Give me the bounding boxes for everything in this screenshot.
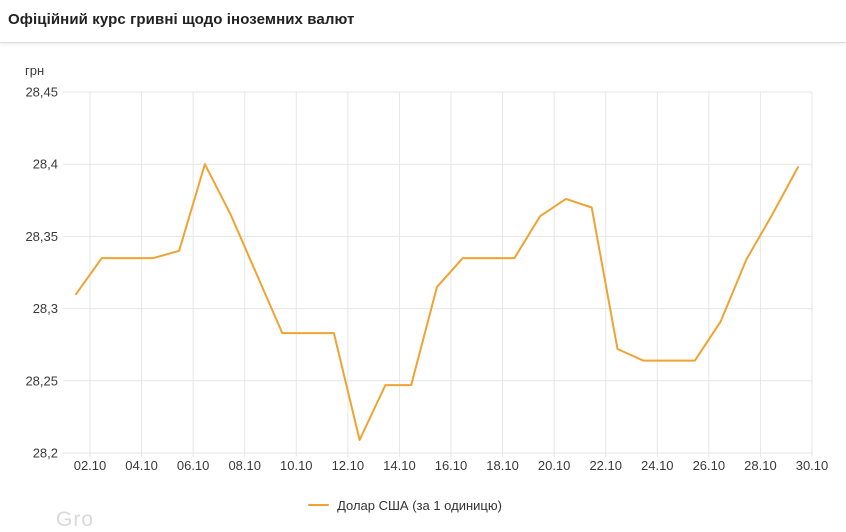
x-tick-label: 18.10 (486, 458, 519, 473)
series-line-usd[interactable] (75, 163, 799, 441)
x-tick-label: 22.10 (589, 458, 622, 473)
x-tick-label: 06.10 (177, 458, 210, 473)
x-tick-label: 30.10 (796, 458, 829, 473)
x-tick-label: 08.10 (228, 458, 261, 473)
page-title: Офіційний курс гривні щодо іноземних вал… (8, 11, 355, 28)
x-tick-label: 12.10 (332, 458, 365, 473)
x-tick-label: 26.10 (693, 458, 726, 473)
y-tick-label: 28,4 (33, 157, 58, 172)
legend-marker-line (308, 504, 330, 506)
x-tick-label: 28.10 (744, 458, 777, 473)
y-tick-label: 28,25 (25, 373, 58, 388)
x-tick-label: 02.10 (74, 458, 107, 473)
x-tick-label: 04.10 (125, 458, 158, 473)
y-tick-label: 28,45 (25, 85, 58, 100)
x-tick-label: 20.10 (538, 458, 571, 473)
y-tick-label: 28,2 (33, 446, 58, 461)
y-tick-label: 28,3 (33, 301, 58, 316)
x-tick-label: 10.10 (280, 458, 313, 473)
legend-item-usd[interactable]: Долар США (за 1 одиницю) (0, 495, 828, 515)
y-tick-label: 28,35 (25, 229, 58, 244)
y-axis-unit-label: грн (25, 63, 45, 78)
watermark: Gro (56, 508, 95, 531)
x-tick-label: 24.10 (641, 458, 674, 473)
legend-label: Долар США (за 1 одиницю) (337, 497, 502, 513)
x-tick-label: 14.10 (383, 458, 416, 473)
header: Офіційний курс гривні щодо іноземних вал… (0, 0, 846, 43)
x-tick-label: 16.10 (435, 458, 468, 473)
